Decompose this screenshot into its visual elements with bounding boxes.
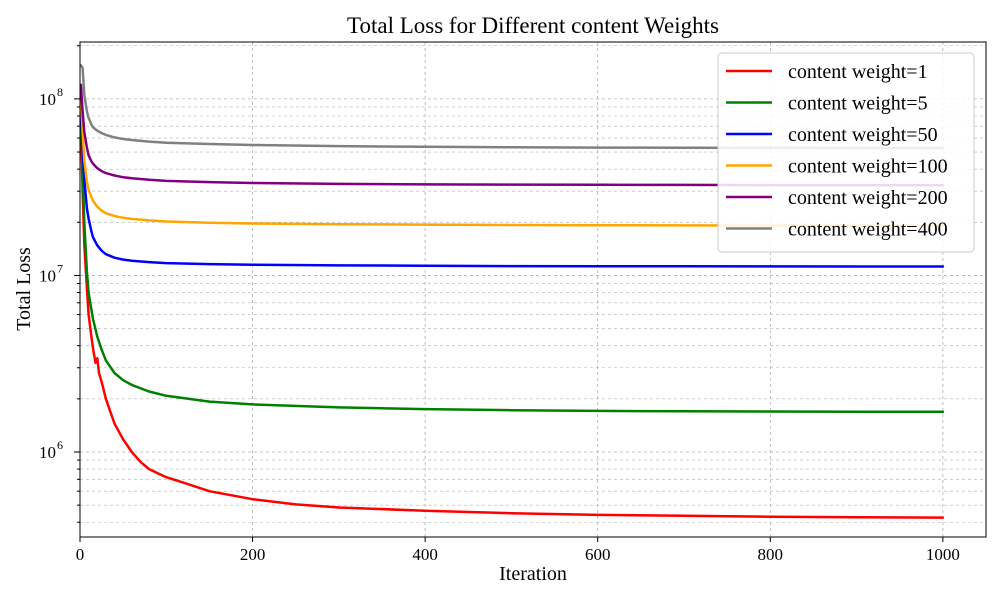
x-tick-label: 800 [758,545,784,564]
x-tick-label: 1000 [926,545,960,564]
chart-title: Total Loss for Different content Weights [347,13,719,38]
x-axis-label: Iteration [499,563,567,585]
legend-label: content weight=5 [788,93,928,115]
plot-frame [79,41,987,538]
y-tick-label-base: 10 [39,90,56,109]
y-tick-label-base: 10 [39,266,56,285]
x-tick-label: 400 [412,545,438,564]
legend-label: content weight=200 [788,187,948,209]
series-line-5 [79,83,945,187]
series-line-4 [79,90,945,227]
x-tick-label: 600 [585,545,611,564]
legend-label: content weight=100 [788,156,948,178]
y-tick-label-exponent: 8 [57,85,63,99]
legend-box [717,52,975,253]
legend: content weight=1 content weight=5 content … [717,52,975,253]
grid [79,42,986,537]
y-tick-label-base: 10 [39,443,56,462]
x-tick-label: 200 [240,545,266,564]
x-tick-label: 0 [76,545,85,564]
legend-label: content weight=50 [788,124,938,146]
series-lines [79,64,945,519]
series-line-6 [79,64,945,150]
series-line-2 [79,101,945,414]
y-axis-label: Total Loss [13,247,35,331]
series-line-1 [79,114,945,519]
y-tick-label-exponent: 6 [57,438,63,452]
legend-label: content weight=400 [788,219,948,241]
series-line-3 [79,97,945,268]
legend-label: content weight=1 [788,61,928,83]
y-tick-label-exponent: 7 [57,261,63,275]
